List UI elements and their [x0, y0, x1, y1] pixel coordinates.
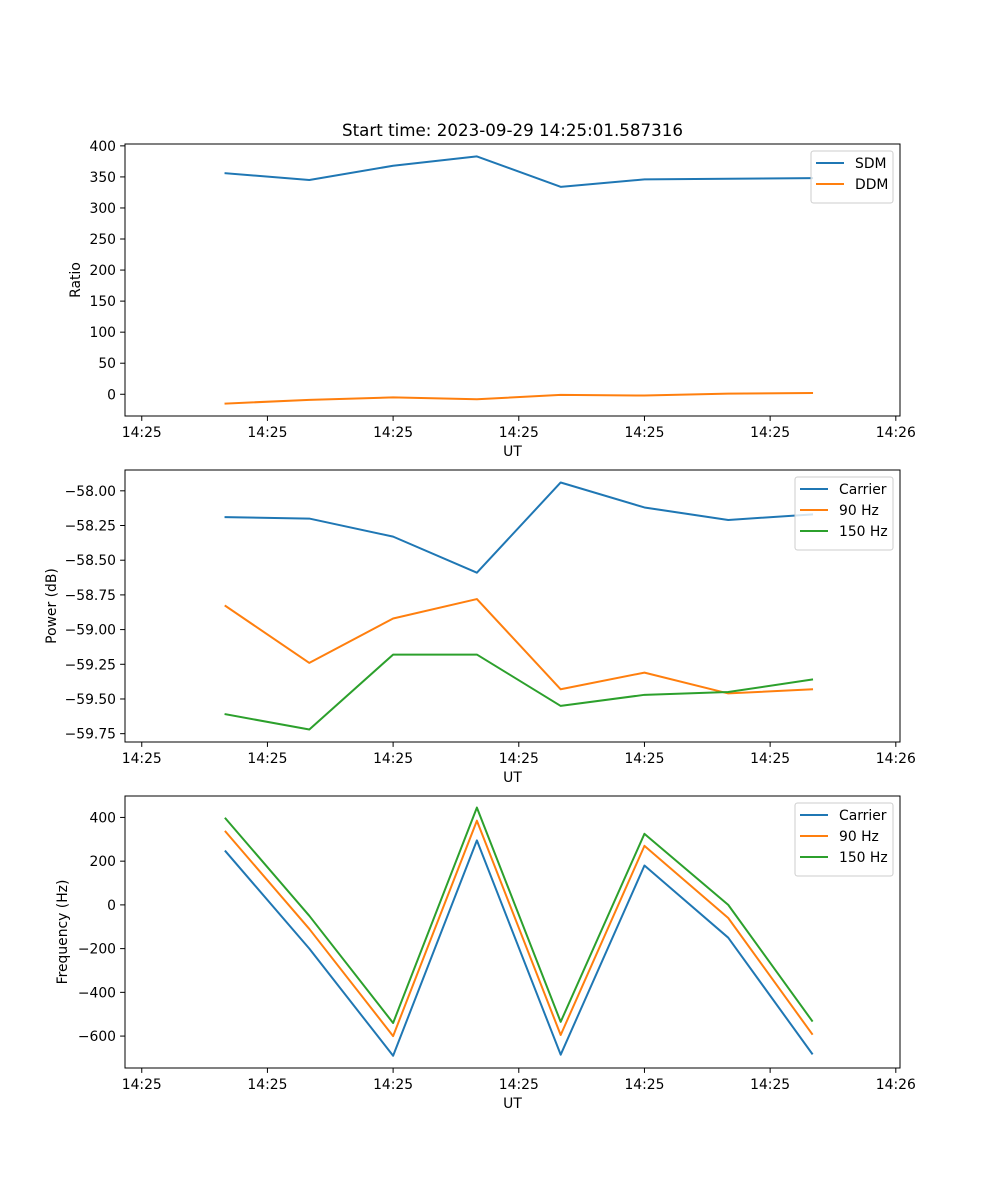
x-tick-label: 14:25 — [247, 751, 287, 767]
series-line-carrier — [224, 481, 814, 574]
y-tick-label: 0 — [107, 387, 116, 403]
y-tick-label: −58.00 — [65, 484, 116, 500]
subplot-3: 14:25 14:25 14:25 14:25 14:25 14:25 14:26 −600 −… — [55, 795, 916, 1112]
series-line-150-hz — [224, 806, 814, 1024]
y-tick-label: −200 — [78, 942, 116, 958]
series-line-90-hz — [224, 598, 814, 695]
series-line-sdm — [224, 155, 814, 188]
x-axis-label: UT — [503, 770, 522, 786]
x-tick-label: 14:25 — [750, 751, 790, 767]
x-tick-label: 14:25 — [499, 425, 539, 441]
x-tick-label: 14:25 — [247, 1077, 287, 1093]
x-axis-label: UT — [503, 1096, 522, 1112]
series-line-ddm — [224, 392, 814, 405]
y-axis-label: Power (dB) — [44, 568, 60, 644]
legend: Carrier 90 Hz 150 Hz — [794, 802, 894, 877]
legend-entry-label: 150 Hz — [839, 524, 888, 540]
figure-title: Start time: 2023-09-29 14:25:01.587316 — [342, 120, 683, 140]
series-line-carrier — [224, 839, 814, 1057]
plot-area — [125, 470, 900, 742]
y-tick-label: 350 — [89, 170, 116, 186]
y-tick-label: −59.00 — [65, 623, 116, 639]
y-tick-label: −58.50 — [65, 553, 116, 569]
y-tick-label: 400 — [89, 139, 116, 155]
x-tick-label: 14:26 — [876, 1077, 916, 1093]
y-axis-label: Frequency (Hz) — [55, 880, 71, 985]
x-tick-label: 14:25 — [624, 751, 664, 767]
y-axis-label: Ratio — [68, 262, 84, 298]
x-tick-label: 14:25 — [122, 425, 162, 441]
panels: 14:25 14:25 14:25 14:25 14:25 14:25 14:26 0 50 10… — [44, 139, 916, 1112]
x-tick-label: 14:26 — [876, 425, 916, 441]
y-tick-label: −400 — [78, 985, 116, 1001]
axes-frame — [124, 469, 901, 743]
legend-entry-label: 90 Hz — [839, 503, 879, 519]
y-tick-label: 250 — [89, 232, 116, 248]
x-axis-label: UT — [503, 444, 522, 460]
y-tick-label: −600 — [78, 1029, 116, 1045]
legend-entry-label: 90 Hz — [839, 829, 879, 845]
plot-area — [125, 144, 900, 416]
y-tick-label: −59.75 — [65, 727, 116, 743]
x-tick-label: 14:25 — [499, 1077, 539, 1093]
x-tick-label: 14:25 — [624, 1077, 664, 1093]
y-tick-label: 300 — [89, 201, 116, 217]
x-tick-label: 14:25 — [247, 425, 287, 441]
x-tick-label: 14:25 — [373, 1077, 413, 1093]
x-tick-label: 14:25 — [499, 751, 539, 767]
y-tick-label: −59.50 — [65, 692, 116, 708]
legend-entry-label: 150 Hz — [839, 850, 888, 866]
y-tick-label: 0 — [107, 898, 116, 914]
x-tick-label: 14:25 — [122, 1077, 162, 1093]
axes-frame — [124, 143, 901, 417]
y-tick-label: 200 — [89, 263, 116, 279]
subplot-1: 14:25 14:25 14:25 14:25 14:25 14:25 14:26 0 50 10… — [68, 139, 916, 460]
legend-entry-label: SDM — [855, 156, 887, 172]
x-tick-label: 14:26 — [876, 751, 916, 767]
y-tick-label: 400 — [89, 810, 116, 826]
y-tick-label: 200 — [89, 854, 116, 870]
axes-frame — [124, 795, 901, 1069]
legend-entry-label: DDM — [855, 177, 888, 193]
y-tick-label: −58.25 — [65, 519, 116, 535]
y-tick-label: 100 — [89, 325, 116, 341]
x-tick-label: 14:25 — [373, 425, 413, 441]
x-tick-label: 14:25 — [122, 751, 162, 767]
x-tick-label: 14:25 — [750, 1077, 790, 1093]
x-tick-label: 14:25 — [624, 425, 664, 441]
y-tick-label: −59.25 — [65, 657, 116, 673]
y-tick-label: −58.75 — [65, 588, 116, 604]
series-line-90-hz — [224, 819, 814, 1038]
legend-entry-label: Carrier — [839, 482, 887, 498]
x-tick-label: 14:25 — [373, 751, 413, 767]
y-tick-label: 50 — [98, 356, 116, 372]
legend-entry-label: Carrier — [839, 808, 887, 824]
subplot-2: 14:25 14:25 14:25 14:25 14:25 14:25 14:26 −59.7… — [44, 469, 916, 786]
x-tick-label: 14:25 — [750, 425, 790, 441]
series-line-150-hz — [224, 653, 814, 731]
legend: Carrier 90 Hz 150 Hz — [794, 476, 894, 551]
y-tick-label: 150 — [89, 294, 116, 310]
legend: SDM DDM — [810, 150, 894, 204]
